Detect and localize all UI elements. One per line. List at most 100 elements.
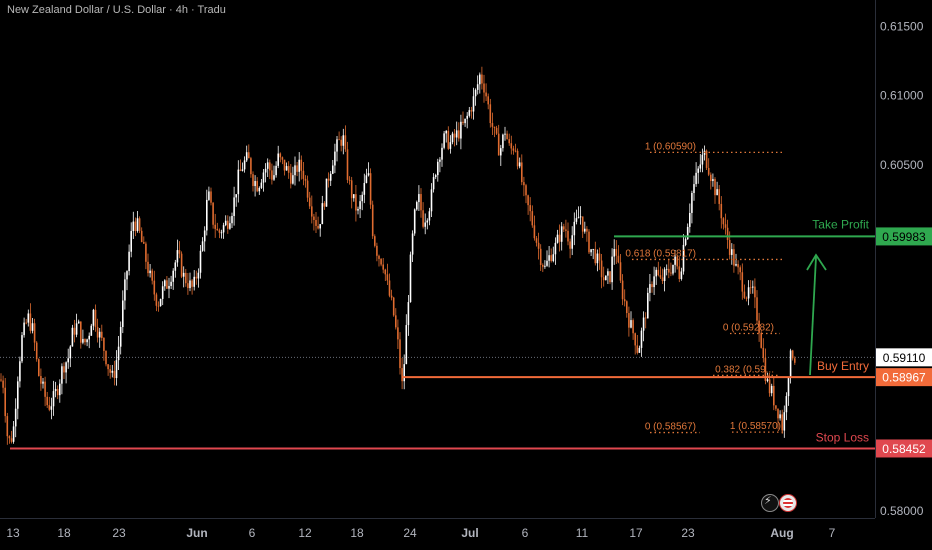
candle bbox=[14, 408, 17, 427]
candle bbox=[323, 203, 326, 207]
candle bbox=[182, 272, 185, 277]
candle bbox=[128, 251, 130, 272]
candle bbox=[563, 226, 565, 230]
candle bbox=[353, 194, 355, 199]
candle bbox=[311, 206, 313, 217]
candle bbox=[8, 436, 11, 439]
candle bbox=[25, 322, 27, 324]
candle bbox=[707, 167, 710, 175]
us-flag-icon[interactable] bbox=[779, 494, 797, 512]
candle bbox=[233, 197, 235, 216]
candle bbox=[126, 271, 128, 280]
x-tick-label: 18 bbox=[350, 526, 364, 540]
candle bbox=[397, 327, 399, 340]
candle bbox=[430, 189, 433, 212]
candle bbox=[193, 276, 195, 287]
candle bbox=[317, 225, 319, 229]
candle bbox=[689, 212, 691, 227]
candle bbox=[248, 152, 250, 159]
candle bbox=[178, 250, 181, 254]
candle bbox=[75, 323, 78, 335]
candle bbox=[166, 280, 168, 289]
candle bbox=[636, 345, 639, 353]
candle bbox=[109, 369, 111, 373]
candle bbox=[235, 194, 237, 198]
candle bbox=[399, 339, 401, 369]
candle bbox=[422, 210, 424, 227]
candle bbox=[571, 235, 573, 249]
candle bbox=[569, 241, 571, 249]
candle bbox=[791, 350, 794, 359]
candle bbox=[434, 175, 437, 178]
candle bbox=[514, 150, 517, 152]
level-label: Stop Loss bbox=[816, 430, 869, 444]
current-price-text: 0.59110 bbox=[883, 351, 926, 365]
candle bbox=[634, 333, 636, 346]
candle bbox=[321, 203, 324, 225]
candle bbox=[573, 221, 576, 236]
candle bbox=[325, 178, 328, 207]
candle bbox=[69, 346, 72, 359]
candle bbox=[342, 135, 345, 146]
candle bbox=[554, 242, 557, 255]
candle bbox=[319, 224, 321, 229]
candle bbox=[722, 218, 725, 225]
candle bbox=[344, 135, 347, 150]
candle bbox=[46, 396, 48, 406]
candle bbox=[558, 234, 561, 242]
candle bbox=[290, 172, 292, 184]
candle bbox=[10, 438, 13, 442]
candle bbox=[48, 405, 51, 410]
candle bbox=[670, 272, 672, 274]
candle bbox=[292, 175, 294, 184]
candle bbox=[668, 268, 670, 273]
lightning-icon[interactable] bbox=[761, 494, 779, 512]
candle bbox=[525, 185, 527, 196]
candle bbox=[453, 133, 456, 138]
candle bbox=[443, 133, 445, 148]
candle bbox=[363, 182, 366, 195]
candle bbox=[768, 379, 771, 394]
candle bbox=[760, 332, 762, 348]
candle bbox=[701, 154, 704, 165]
candle bbox=[306, 180, 309, 198]
candle bbox=[720, 203, 723, 219]
candle bbox=[298, 159, 300, 172]
candle bbox=[191, 280, 193, 287]
candle bbox=[168, 285, 170, 289]
candle bbox=[502, 134, 504, 149]
candle bbox=[185, 272, 187, 284]
candle bbox=[642, 317, 645, 331]
candle bbox=[105, 350, 107, 365]
candle bbox=[546, 260, 548, 266]
candle bbox=[264, 168, 267, 173]
candle bbox=[621, 280, 624, 300]
candle bbox=[294, 165, 296, 176]
candle bbox=[371, 204, 374, 237]
candle bbox=[350, 180, 353, 199]
candle bbox=[134, 221, 137, 231]
candle bbox=[464, 118, 466, 124]
candle bbox=[626, 301, 628, 314]
candle bbox=[615, 249, 618, 256]
candle bbox=[98, 331, 101, 338]
candle bbox=[773, 385, 775, 406]
candle bbox=[628, 313, 630, 328]
candle bbox=[497, 133, 500, 156]
candle bbox=[586, 228, 588, 232]
candle bbox=[676, 256, 678, 267]
candle bbox=[279, 153, 282, 158]
candle bbox=[510, 143, 513, 149]
candle bbox=[367, 173, 370, 176]
candle bbox=[243, 160, 246, 170]
candle bbox=[783, 412, 786, 431]
candle bbox=[741, 272, 744, 292]
candle bbox=[67, 358, 69, 363]
candle bbox=[644, 317, 647, 319]
candle bbox=[140, 230, 143, 243]
candle bbox=[623, 299, 626, 302]
candle bbox=[376, 245, 378, 256]
candle bbox=[468, 110, 471, 116]
candle bbox=[195, 276, 198, 279]
